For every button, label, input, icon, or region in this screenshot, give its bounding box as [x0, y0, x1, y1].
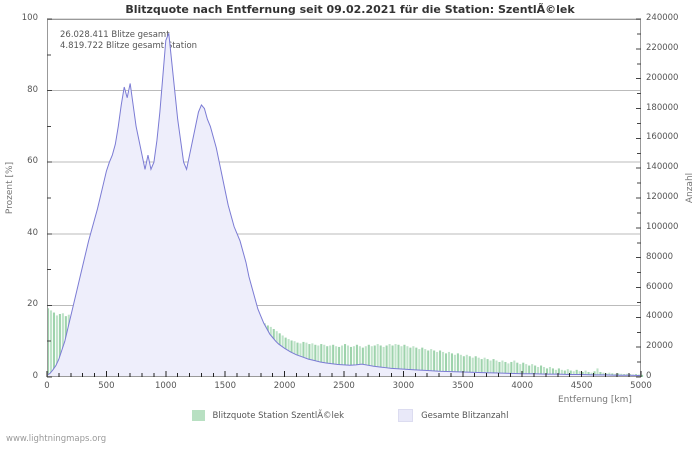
- x-tick-label: 0: [44, 381, 50, 391]
- y-left-tick-label: 40: [27, 227, 38, 238]
- chart-legend: Blitzquote Station SzentlÃ©lek Gesamte B…: [0, 409, 700, 422]
- y-right-tick-label: 200000: [646, 72, 679, 83]
- line-total-count: [46, 33, 642, 377]
- legend-swatch-station-quota: [191, 410, 205, 421]
- legend-item-station-quota: Blitzquote Station SzentlÃ©lek: [191, 410, 345, 421]
- legend-label-station-quota: Blitzquote Station SzentlÃ©lek: [212, 410, 345, 421]
- y-left-tick-label: 0: [32, 371, 38, 381]
- y-right-tick-label: 160000: [646, 132, 679, 143]
- y-left-tick-label: 100: [21, 13, 38, 23]
- y-right-tick-label: 60000: [646, 281, 674, 292]
- legend-swatch-total-count: [398, 409, 414, 422]
- y-left-tick-label: 80: [27, 84, 38, 95]
- x-tick-label: 1500: [214, 381, 236, 391]
- y-right-tick-label: 120000: [646, 192, 679, 202]
- x-tick-label: 1000: [154, 381, 177, 391]
- x-tick-label: 5000: [630, 381, 652, 391]
- x-tick-label: 500: [98, 381, 115, 391]
- y-right-tick-label: 40000: [646, 311, 674, 322]
- legend-label-total-count: Gesamte Blitzanzahl: [421, 410, 509, 421]
- y-right-tick-label: 100000: [646, 221, 679, 232]
- annotation-station-strikes: 4.819.722 Blitze gesamt Station: [60, 41, 198, 51]
- y-right-tick-label: 0: [646, 371, 652, 381]
- chart-title: Blitzquote nach Entfernung seit 09.02.20…: [125, 3, 575, 16]
- y-right-tick-label: 80000: [646, 251, 674, 262]
- legend-item-total-count: Gesamte Blitzanzahl: [398, 409, 508, 422]
- area-fill-total-count: [47, 33, 641, 377]
- x-tick-label: 2500: [333, 381, 355, 391]
- y-right-tick-label: 20000: [646, 341, 674, 352]
- footer-watermark: www.lightningmaps.org: [6, 434, 107, 444]
- x-tick-label: 4000: [511, 381, 533, 391]
- x-tick-label: 3000: [392, 381, 415, 391]
- y-right-tick-label: 220000: [646, 42, 679, 53]
- y-left-tick-label: 60: [27, 156, 38, 167]
- y-left-tick-label: 20: [27, 299, 38, 310]
- y-right-tick-label: 180000: [646, 102, 679, 113]
- x-axis-label: Entfernung [km]: [558, 395, 632, 405]
- x-tick-label: 3500: [451, 381, 474, 391]
- annotation-total-strikes: 26.028.411 Blitze gesamt: [60, 30, 170, 40]
- y-right-tick-label: 240000: [646, 13, 679, 23]
- x-tick-label: 2000: [273, 381, 296, 391]
- x-tick-label: 4500: [570, 381, 593, 391]
- y-right-tick-label: 140000: [646, 162, 679, 173]
